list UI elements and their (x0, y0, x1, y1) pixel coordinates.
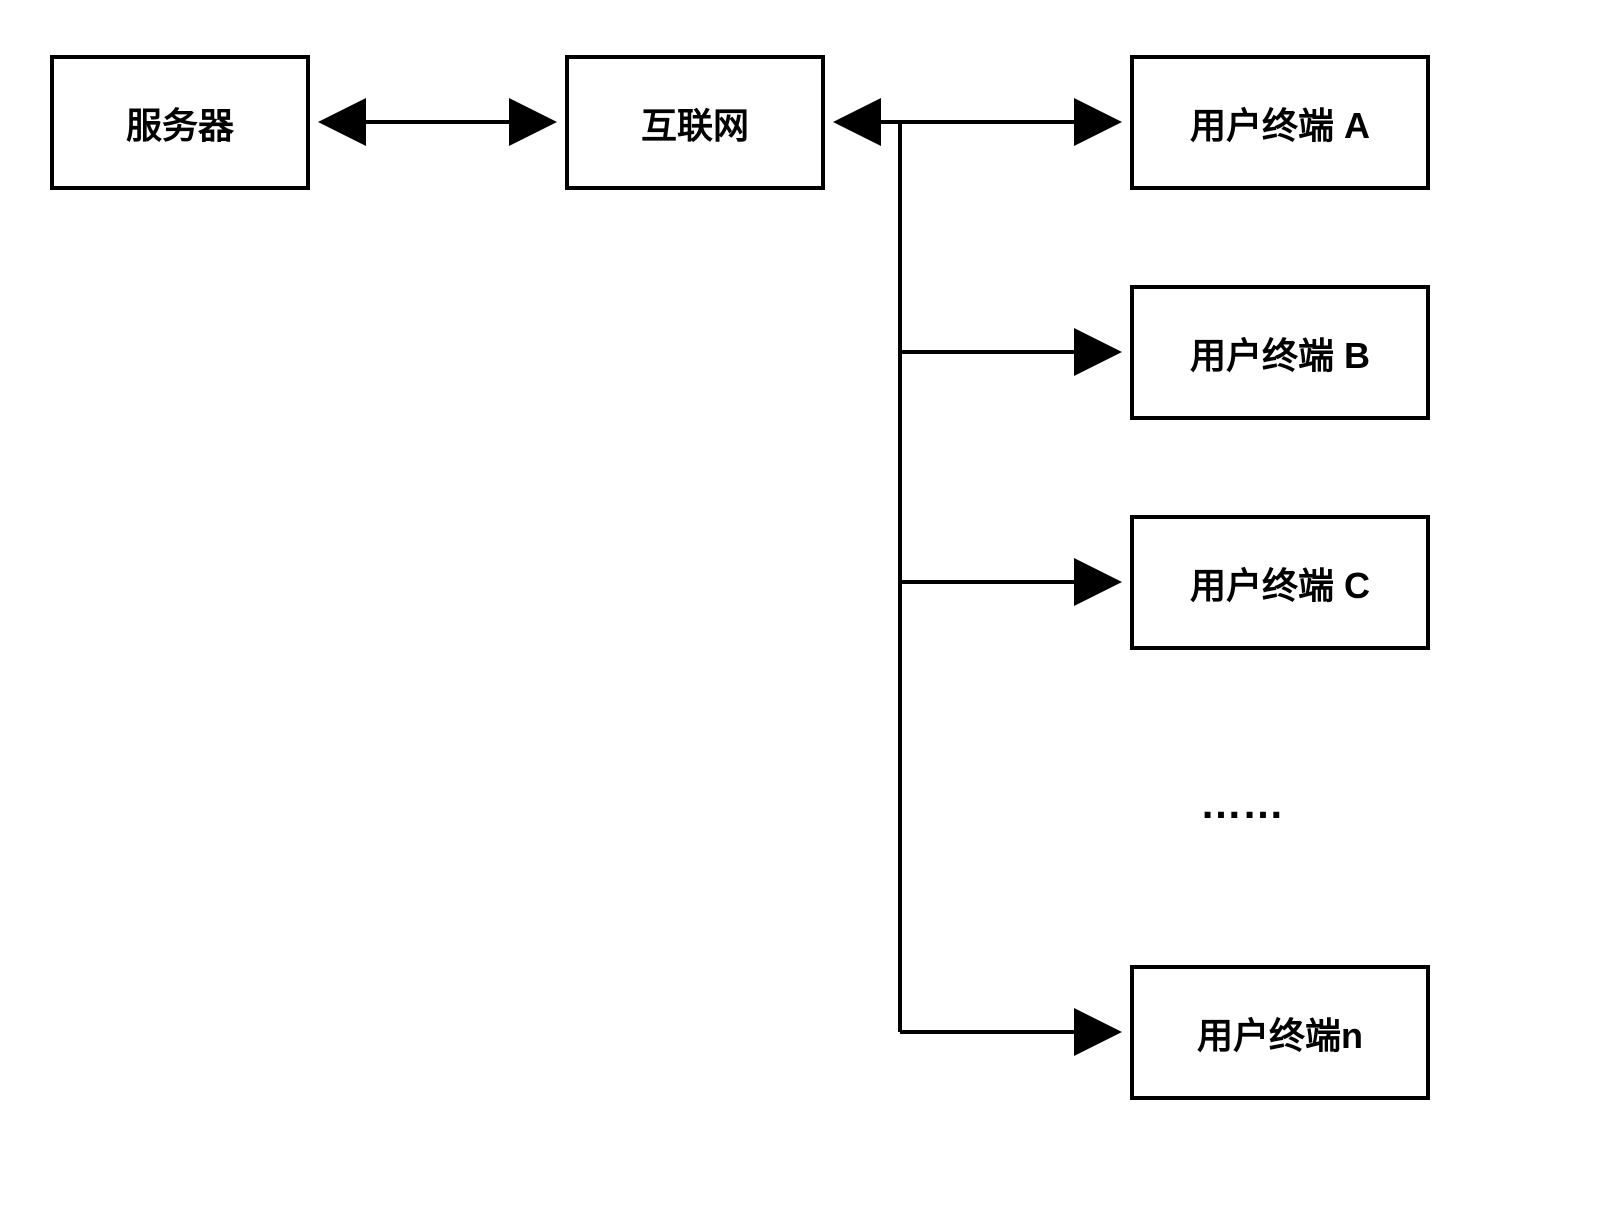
node-server: 服务器 (50, 55, 310, 190)
node-internet: 互联网 (565, 55, 825, 190)
node-terminal-n: 用户终端n (1130, 965, 1430, 1100)
node-terminal-n-label: 用户终端n (1197, 1007, 1363, 1059)
node-internet-label: 互联网 (641, 97, 749, 149)
node-terminal-b-label: 用户终端 B (1190, 327, 1370, 379)
ellipsis: …… (1200, 780, 1284, 828)
node-terminal-a-label: 用户终端 A (1190, 97, 1370, 149)
node-terminal-c: 用户终端 C (1130, 515, 1430, 650)
network-diagram: 服务器 互联网 用户终端 A 用户终端 B 用户终端 C …… 用户终端n (0, 0, 1606, 1216)
node-server-label: 服务器 (126, 97, 234, 149)
ellipsis-label: …… (1200, 780, 1284, 827)
node-terminal-a: 用户终端 A (1130, 55, 1430, 190)
node-terminal-b: 用户终端 B (1130, 285, 1430, 420)
node-terminal-c-label: 用户终端 C (1190, 557, 1370, 609)
